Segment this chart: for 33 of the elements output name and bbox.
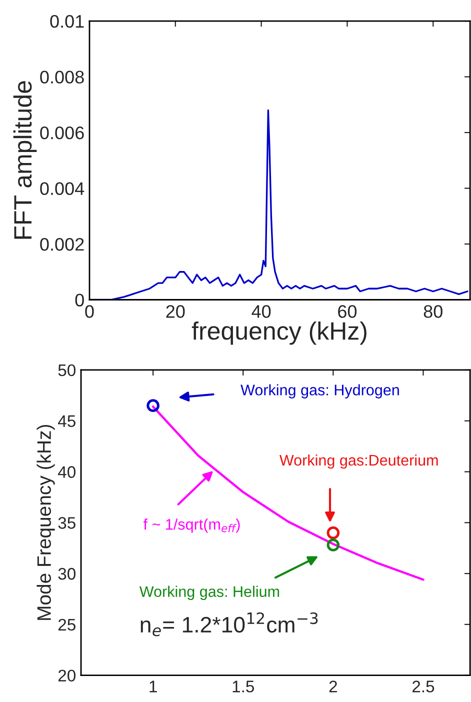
x-tick-label: 1 <box>150 680 157 692</box>
point <box>326 526 340 540</box>
x-tick-label: 80 <box>424 305 442 318</box>
y-tick-label: 0.004 <box>40 182 84 195</box>
x-tick-label: 2 <box>329 680 337 692</box>
point <box>146 399 160 412</box>
y-tick-label: 20 <box>58 670 76 682</box>
y-tick-label: 50 <box>58 364 76 376</box>
y-tick-label: 0.006 <box>40 126 84 140</box>
x-tick-label: 20 <box>166 305 185 318</box>
x-axis-title: frequency (kHz) <box>192 321 366 345</box>
legend-label: f ~ 1/sqrt(m$_{eff}$) <box>143 518 240 533</box>
x-tick-label: 2.5 <box>412 680 434 692</box>
y-axis-title: Mode Frequency (kHz) <box>36 424 55 620</box>
y-tick-label: 0.008 <box>40 70 84 84</box>
x-tick-label: 60 <box>338 305 357 318</box>
text: Working gas:Deuterium <box>279 454 438 469</box>
y-tick-label: 35 <box>58 517 76 529</box>
y-tick-label: 30 <box>58 568 76 580</box>
y-tick-label: 45 <box>58 415 76 428</box>
y-tick-label: 0.01 <box>50 14 84 28</box>
y-tick-label: 25 <box>58 618 76 631</box>
y-tick-label: 0.002 <box>40 238 84 251</box>
point <box>326 538 340 552</box>
x-tick-label: 0 <box>85 305 94 318</box>
annotation: n$_{e}$= 1.2*10$^{12}$cm$^{−3}$ <box>140 612 318 636</box>
y-tick-label: 0 <box>75 294 84 306</box>
text: Working gas: Helium <box>139 586 280 600</box>
y-tick-label: 40 <box>58 466 76 478</box>
text: Working gas: Hydrogen <box>240 384 399 398</box>
y-axis-title: FFT amplitude <box>13 81 37 239</box>
x-tick-label: 40 <box>252 305 271 318</box>
x-tick-label: 1.5 <box>232 680 254 692</box>
